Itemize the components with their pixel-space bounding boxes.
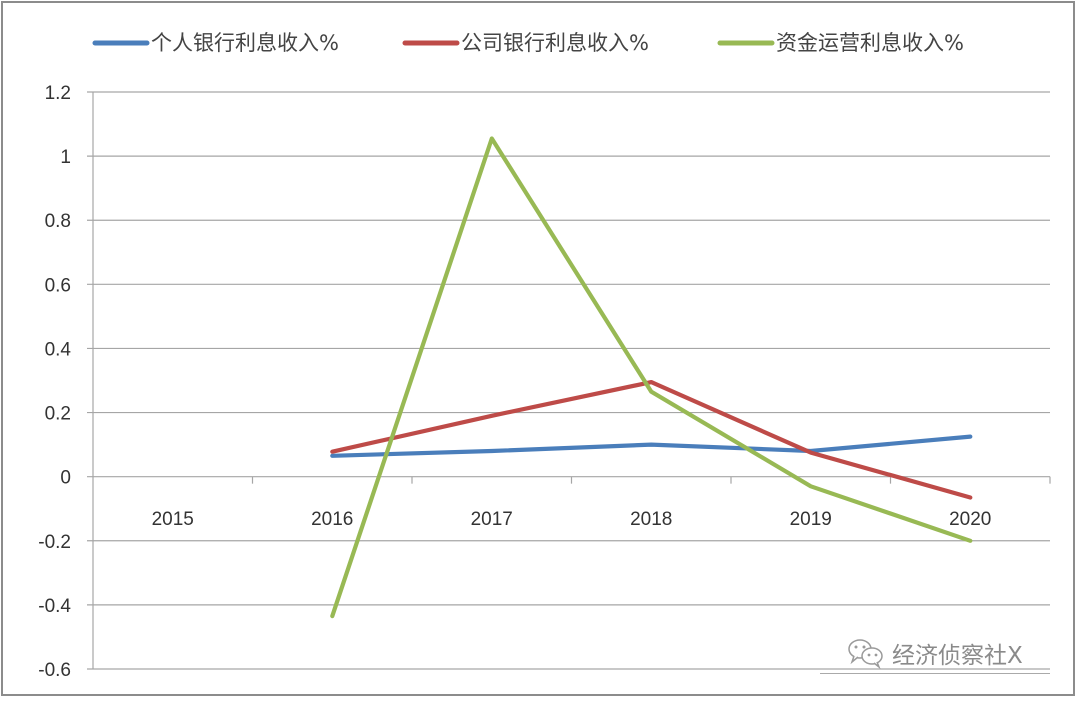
x-tick-label: 2020 [949, 509, 991, 530]
legend-label: 资金运营利息收入% [776, 31, 964, 55]
y-axis: 1.2 1 0.8 0.6 0.4 0.2 0 -0.2 -0.4 -0.6 [38, 83, 94, 681]
series-line-1 [330, 434, 973, 458]
y-tick-label: -0.2 [38, 532, 71, 553]
legend: 个人银行利息收入% 公司银行利息收入% 资金运营利息收入% [92, 31, 964, 55]
y-tick-label: -0.4 [38, 596, 71, 617]
x-tick-label: 2018 [630, 509, 672, 530]
y-tick-label: 0.4 [45, 339, 72, 360]
wechat-icon [848, 639, 883, 669]
y-tick-label: 1.2 [45, 83, 71, 104]
y-tick-label: 0.8 [45, 211, 71, 232]
x-axis: 2015 2016 2017 2018 2019 2020 [152, 476, 1051, 530]
y-tick-label: 0.2 [45, 404, 71, 425]
y-tick-label: 0 [60, 468, 71, 489]
series-line-3 [330, 136, 973, 619]
watermark-text: 经济侦察社X [892, 643, 1023, 669]
watermark-underline [820, 673, 1050, 674]
x-tick-label: 2015 [152, 509, 194, 530]
legend-label: 公司银行利息收入% [461, 31, 649, 55]
series-lines [330, 136, 973, 619]
y-tick-label: 1 [60, 147, 71, 168]
gridlines [87, 91, 1050, 670]
y-tick-label: 0.6 [45, 275, 71, 296]
y-tick-label: -0.6 [38, 660, 71, 681]
x-tick-label: 2016 [311, 509, 353, 530]
x-tick-label: 2017 [471, 509, 513, 530]
watermark: 经济侦察社X [846, 636, 1023, 670]
series-line-2 [330, 380, 973, 500]
legend-label: 个人银行利息收入% [151, 31, 339, 55]
x-tick-label: 2019 [790, 509, 832, 530]
